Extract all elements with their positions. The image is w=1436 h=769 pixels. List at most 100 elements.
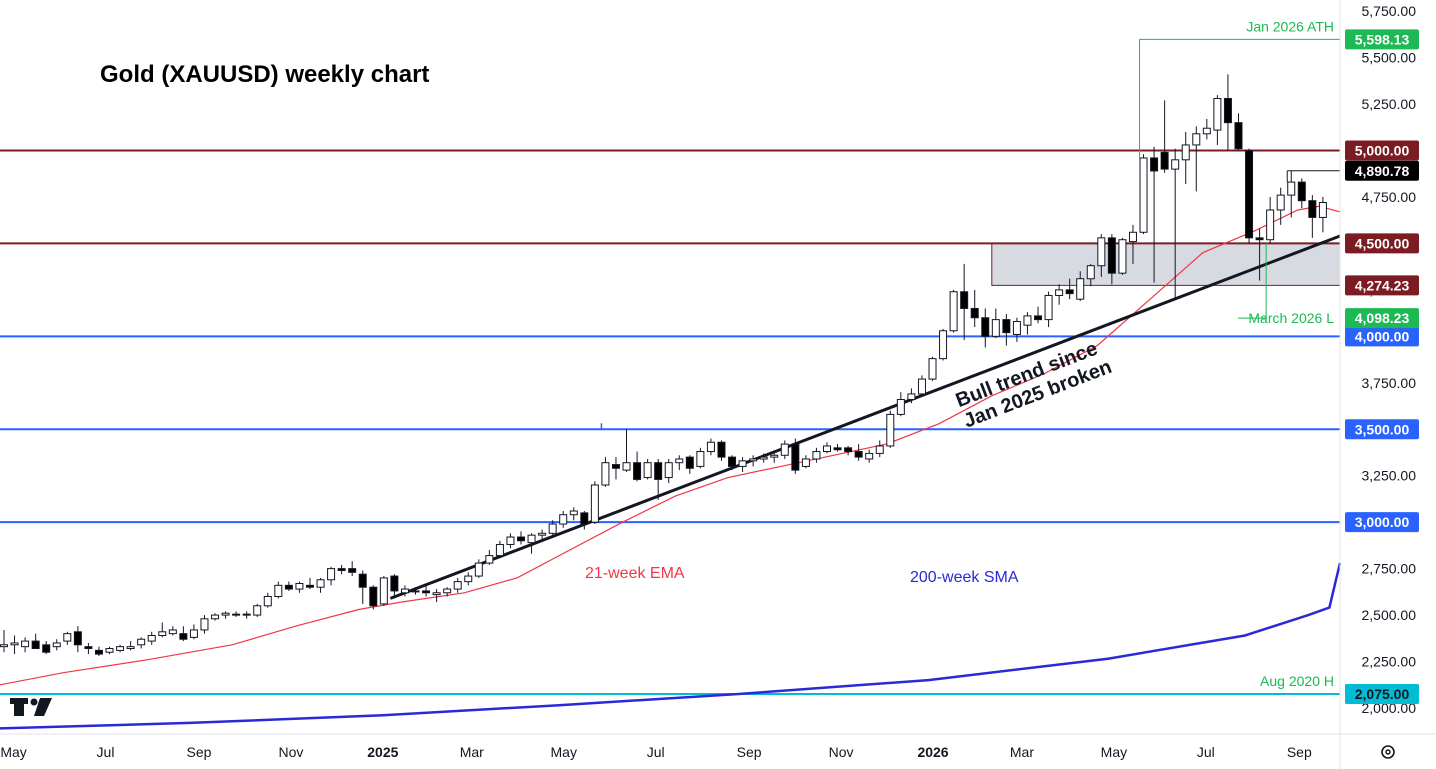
candle-35 (369, 585, 378, 610)
candle-85 (896, 392, 905, 417)
candle-body-36 (379, 577, 388, 605)
candle-body-41 (432, 592, 441, 596)
candle-body-34 (358, 573, 367, 588)
candle-body-43 (453, 581, 462, 590)
tradingview-logo[interactable] (10, 698, 52, 716)
candle-21 (221, 611, 230, 619)
candle-body-10 (105, 648, 114, 653)
price-tag-bg-6 (1345, 29, 1419, 50)
candle-body-113 (1192, 133, 1201, 146)
candle-body-24 (253, 605, 262, 616)
candle-body-17 (179, 633, 188, 640)
candle-36 (379, 576, 388, 606)
candle-41 (432, 589, 441, 603)
candle-body-96 (1012, 320, 1021, 335)
candle-66 (696, 447, 705, 469)
candle-body-101 (1065, 289, 1074, 295)
candle-body-42 (443, 588, 452, 594)
candle-body-120 (1266, 209, 1275, 241)
logo-dot (30, 698, 38, 706)
candle-body-16 (168, 629, 177, 635)
candle-body-106 (1118, 239, 1127, 274)
candle-38 (400, 585, 409, 597)
candle-49 (517, 531, 526, 545)
price-tag-bg-3 (1345, 419, 1419, 440)
candle-body-3 (31, 640, 40, 650)
candle-56 (590, 481, 599, 525)
candle-body-22 (232, 613, 241, 616)
candle-102 (1076, 271, 1085, 302)
candle-body-5 (52, 642, 61, 648)
price-tag-bg-9 (1345, 308, 1419, 329)
candle-31 (327, 566, 336, 586)
y-tick-label-5: 3,250.00 (1362, 468, 1417, 484)
candle-body-53 (559, 514, 568, 525)
x-tick-label-7: Jul (647, 744, 665, 760)
candle-89 (939, 328, 948, 361)
candle-51 (538, 529, 547, 541)
candle-body-95 (1002, 319, 1011, 334)
candle-body-58 (611, 464, 620, 469)
candle-body-28 (295, 582, 304, 590)
candle-body-57 (601, 462, 610, 486)
candle-body-4 (42, 644, 51, 653)
time-axis[interactable]: May Jul Sep Nov 2025 Mar May Jul Sep Nov 2026 Mar Ma… (0, 744, 1312, 760)
candle-body-114 (1202, 127, 1211, 135)
candle-body-109 (1150, 157, 1159, 172)
candle-body-54 (569, 510, 578, 516)
candle-26 (274, 581, 283, 599)
gear-icon[interactable] (1381, 745, 1395, 759)
candle-54 (569, 507, 578, 521)
candle-72 (759, 453, 768, 463)
candle-body-71 (749, 458, 758, 462)
candle-14 (147, 631, 156, 645)
candle-10 (105, 646, 114, 655)
candle-body-122 (1287, 181, 1296, 196)
ath-label: Jan 2026 ATH (1246, 18, 1334, 34)
price-tag-8: 4,274.23 (1345, 275, 1419, 296)
candle-body-59 (622, 462, 631, 471)
candle-body-124 (1308, 200, 1317, 218)
candle-86 (907, 388, 916, 404)
candle-103 (1086, 263, 1095, 287)
candle-83 (875, 440, 884, 458)
candle-19 (200, 615, 209, 634)
annotations-layer: Jan 2026 ATH March 2026 L Aug 2020 H (1139, 18, 1340, 689)
candle-64 (675, 455, 684, 471)
price-tag-bg-7 (1345, 160, 1419, 181)
candle-12 (126, 641, 135, 651)
candle-body-56 (590, 484, 599, 523)
sma-label: 200-week SMA (910, 569, 1019, 586)
candle-75 (791, 438, 800, 474)
candle-body-84 (886, 413, 895, 447)
y-tick-label-15: 5,750.00 (1362, 3, 1417, 19)
x-tick-label-4: 2025 (367, 744, 398, 760)
candle-5 (52, 639, 61, 651)
price-tag-bg-10 (1345, 684, 1419, 705)
candle-body-51 (538, 532, 547, 536)
candle-body-35 (369, 586, 378, 607)
candle-body-115 (1213, 97, 1222, 131)
price-tags-layer: 5,000.00 4,500.00 4,000.00 3,500.00 3,000.00… (1345, 29, 1419, 705)
candle-79 (833, 444, 842, 452)
candle-24 (253, 603, 262, 617)
price-tag-3: 3,500.00 (1345, 419, 1419, 440)
candle-body-49 (517, 536, 526, 542)
price-tag-text-6: 5,598.13 (1355, 31, 1410, 47)
price-tag-bg-0 (1345, 140, 1419, 161)
candle-body-45 (474, 562, 483, 577)
candle-11 (116, 644, 125, 653)
candle-119 (1255, 228, 1264, 281)
candle-body-111 (1171, 159, 1180, 170)
candle-107 (1128, 224, 1137, 264)
candle-body-100 (1055, 289, 1064, 296)
candle-1 (10, 635, 19, 655)
price-tag-9: 4,098.23 (1345, 308, 1419, 329)
candle-body-50 (527, 534, 536, 544)
candle-122 (1287, 170, 1296, 218)
march-low-label: March 2026 L (1248, 310, 1334, 326)
candle-body-102 (1076, 278, 1085, 300)
candle-82 (865, 449, 874, 463)
candle-108 (1139, 154, 1148, 235)
